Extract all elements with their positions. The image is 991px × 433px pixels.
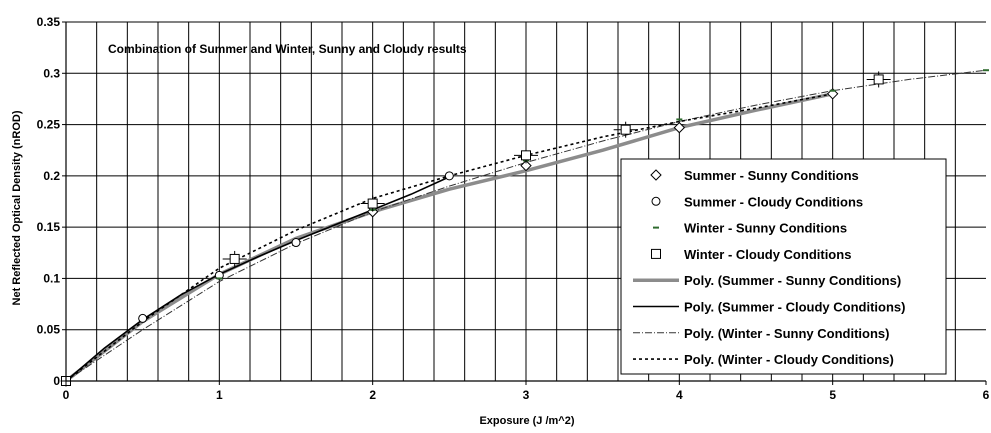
axes: 0 0.05 0.1 0.15 0.2 0.25 0.3 0.35 0 1 2 3 4 5 6 [37, 15, 990, 402]
y-tick-label: 0 [53, 374, 60, 388]
x-tick-label: 5 [829, 388, 836, 402]
trend-line-poly-summer-sunny-conditions [64, 92, 834, 383]
trend-line-poly-winter-sunny-conditions [65, 69, 987, 382]
x-tick-label: 0 [63, 388, 70, 402]
point-summer-cloudy-conditions [138, 313, 148, 323]
legend-label-poly-summer-cloudy-conditions: Poly. (Summer - Cloudy Conditions) [684, 300, 905, 315]
legend-label-poly-summer-sunny-conditions: Poly. (Summer - Sunny Conditions) [684, 273, 901, 288]
x-tick-label: 1 [216, 388, 223, 402]
legend-swatch-summer-cloudy-conditions [651, 196, 661, 206]
legend-swatch-winter-cloudy-conditions [651, 248, 661, 259]
y-tick-label: 0.05 [37, 323, 61, 337]
legend-label-winter-cloudy-conditions: Winter - Cloudy Conditions [684, 247, 851, 262]
legend-label-poly-winter-cloudy-conditions: Poly. (Winter - Cloudy Conditions) [684, 352, 894, 367]
y-tick-label: 0.15 [37, 220, 61, 234]
point-winter-cloudy-conditions [620, 124, 631, 135]
point-winter-cloudy-conditions [229, 253, 240, 264]
legend-box [620, 158, 947, 375]
chart-annotation: Combination of Summer and Winter, Sunny … [108, 42, 467, 56]
y-tick-label: 0.3 [43, 66, 60, 80]
y-tick-label: 0.2 [43, 169, 60, 183]
x-tick-label: 4 [676, 388, 683, 402]
legend-label-summer-sunny-conditions: Summer - Sunny Conditions [684, 168, 859, 183]
legend-label-poly-winter-sunny-conditions: Poly. (Winter - Sunny Conditions) [684, 326, 889, 341]
y-tick-label: 0.35 [37, 15, 61, 29]
legend-label-winter-sunny-conditions: Winter - Sunny Conditions [684, 221, 847, 236]
x-tick-label: 2 [369, 388, 376, 402]
y-axis-title: Net Reflected Optical Density (nROD) [11, 110, 23, 305]
y-tick-label: 0.25 [37, 118, 61, 132]
point-winter-cloudy-conditions [367, 198, 378, 209]
x-tick-label: 3 [523, 388, 530, 402]
trend-line-poly-summer-cloudy-conditions [65, 176, 450, 382]
point-summer-cloudy-conditions [291, 238, 301, 248]
legend-swatch-summer-sunny-conditions [650, 169, 662, 181]
point-winter-cloudy-conditions [873, 74, 884, 85]
x-tick-label: 6 [983, 388, 990, 402]
point-winter-cloudy-conditions [521, 150, 531, 161]
y-tick-label: 0.1 [43, 271, 60, 285]
point-summer-sunny-conditions [520, 159, 532, 172]
legend: Summer - Sunny Conditions Summer - Cloudy… [620, 158, 947, 375]
x-axis-title: Exposure (J /m^2) [479, 415, 574, 427]
point-summer-cloudy-conditions [444, 171, 454, 181]
legend-label-summer-cloudy-conditions: Summer - Cloudy Conditions [684, 194, 863, 209]
point-summer-sunny-conditions [673, 121, 686, 134]
